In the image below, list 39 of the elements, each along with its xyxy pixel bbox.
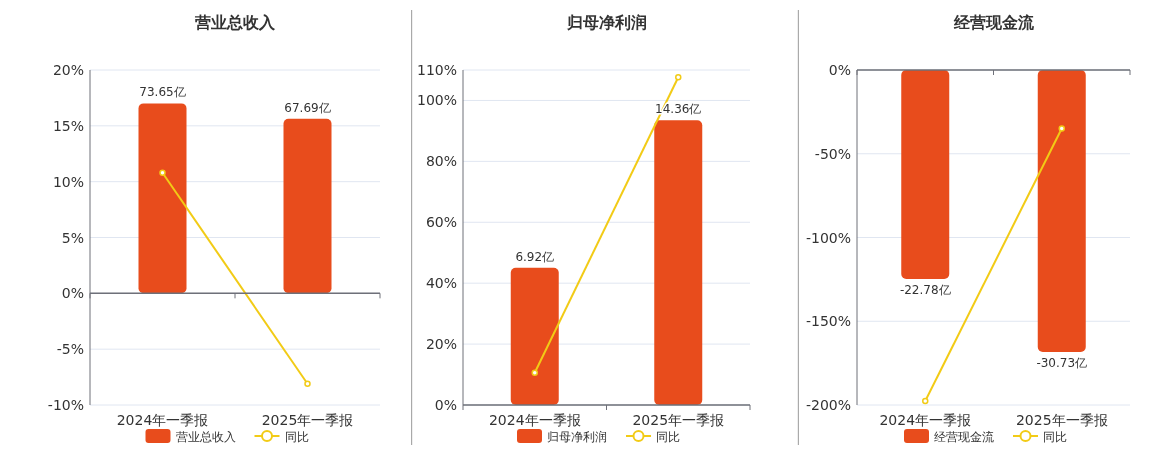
legend-label: 经营现金流 xyxy=(934,429,994,444)
y-tick-label: -200% xyxy=(805,397,851,413)
x-tick-label: 2025年一季报 xyxy=(261,412,354,428)
y-tick-label: 0% xyxy=(828,62,851,78)
chart-title: 经营现金流 xyxy=(952,13,1035,32)
y-tick-label: 60% xyxy=(425,214,457,231)
y-tick-label: 100% xyxy=(416,92,457,109)
data-label: 73.65亿 xyxy=(139,85,186,100)
data-label: 6.92亿 xyxy=(515,249,555,264)
y-tick-label: -5% xyxy=(56,341,84,358)
y-tick-label: 15% xyxy=(52,117,84,134)
y-tick-label: 5% xyxy=(61,229,84,246)
x-tick-label: 2024年一季报 xyxy=(116,412,209,428)
y-tick-label: 20% xyxy=(425,336,457,353)
x-tick-label: 2025年一季报 xyxy=(632,412,725,428)
data-label: -30.73亿 xyxy=(1036,356,1088,371)
legend-label: 归母净利润 xyxy=(547,429,607,444)
x-tick-label: 2024年一季报 xyxy=(488,412,581,428)
legend-label: 同比 xyxy=(1043,429,1067,444)
legend-label: 同比 xyxy=(284,429,309,444)
chart-title: 营业总收入 xyxy=(194,13,276,32)
data-label: 67.69亿 xyxy=(284,100,331,115)
x-tick-label: 2025年一季报 xyxy=(1015,412,1108,428)
x-tick-label: 2024年一季报 xyxy=(879,412,972,428)
y-tick-label: -100% xyxy=(805,229,851,246)
y-tick-label: 80% xyxy=(425,153,457,170)
legend-label: 同比 xyxy=(656,429,680,444)
y-tick-label: 0% xyxy=(61,285,84,302)
data-label: -22.78亿 xyxy=(899,283,951,298)
y-tick-label: 0% xyxy=(434,397,457,413)
y-tick-label: 10% xyxy=(52,173,84,190)
y-tick-label: -10% xyxy=(47,397,84,413)
y-tick-label: -50% xyxy=(814,145,851,162)
legend-label: 营业总收入 xyxy=(175,429,236,444)
y-tick-label: 40% xyxy=(425,275,457,292)
y-tick-label: 110% xyxy=(416,62,457,78)
y-tick-label: -150% xyxy=(805,313,851,330)
chart-title: 归母净利润 xyxy=(565,13,647,32)
y-tick-label: 20% xyxy=(52,62,84,78)
